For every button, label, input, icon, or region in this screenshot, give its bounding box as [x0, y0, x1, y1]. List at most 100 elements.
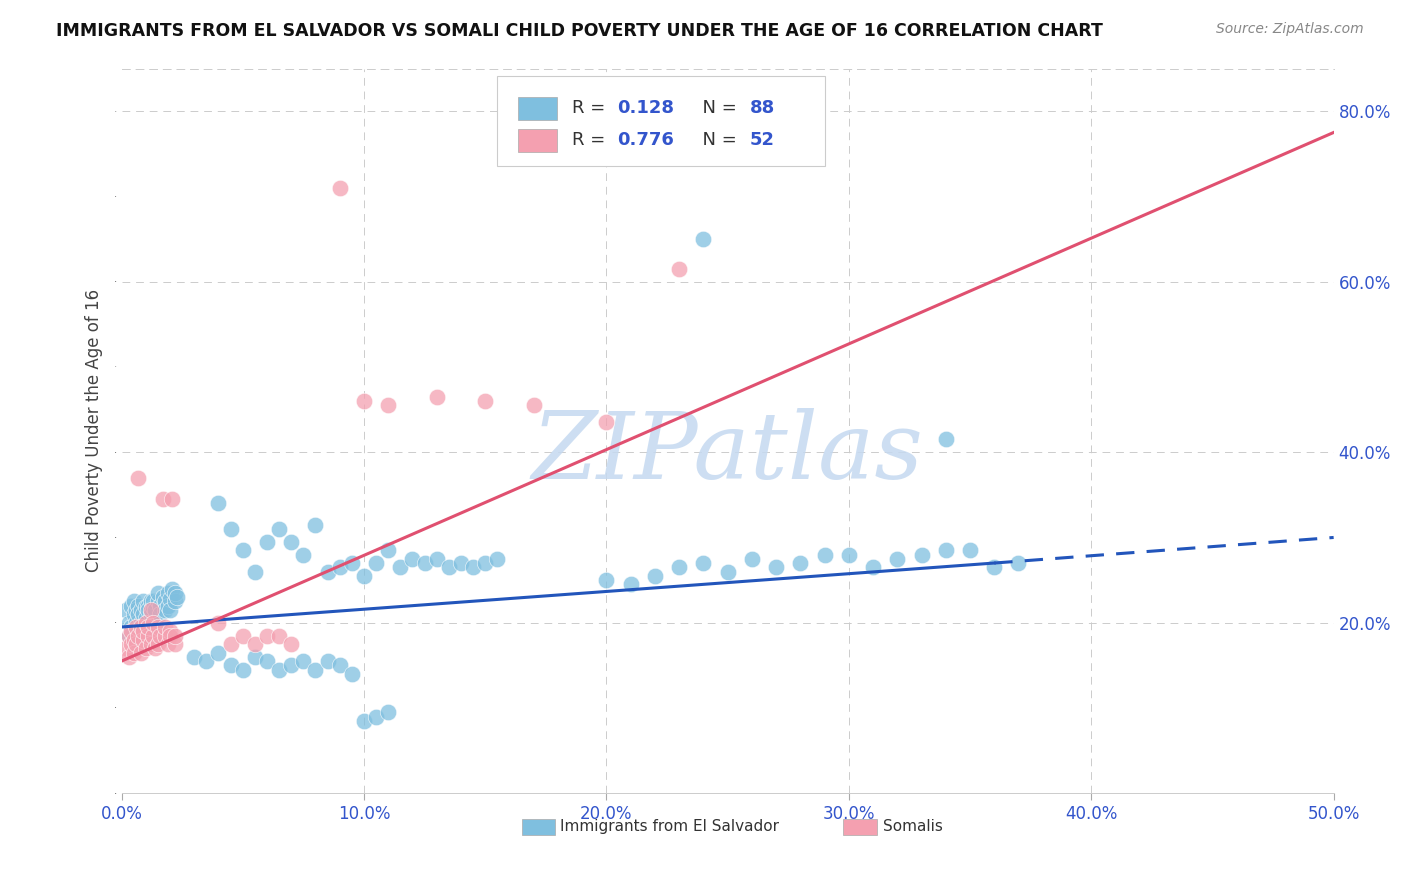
Point [159, 591, 181, 606]
Text: ZIPatlas: ZIPatlas [531, 408, 924, 498]
Point [149, 628, 172, 642]
Point [862, 560, 884, 574]
Point [142, 615, 165, 630]
Point [183, 649, 205, 664]
Point [136, 603, 159, 617]
Point [132, 607, 155, 622]
Point [668, 560, 690, 574]
Point [120, 599, 142, 613]
Point [595, 573, 617, 587]
Point [329, 560, 352, 574]
Text: R =: R = [572, 131, 612, 149]
Point [219, 658, 242, 673]
Bar [517, 128, 557, 152]
Point [156, 586, 179, 600]
Point [401, 551, 423, 566]
Point [135, 611, 157, 625]
Point [377, 398, 399, 412]
Point [163, 594, 186, 608]
Point [145, 603, 167, 617]
Point [329, 658, 352, 673]
Point [149, 599, 172, 613]
Point [152, 590, 174, 604]
Point [120, 620, 142, 634]
Point [120, 624, 142, 639]
Point [765, 560, 787, 574]
Point [1007, 556, 1029, 570]
Point [122, 607, 145, 622]
Point [389, 560, 412, 574]
Point [474, 394, 496, 409]
Point [118, 628, 141, 642]
Point [838, 548, 860, 562]
Point [136, 628, 159, 642]
Point [129, 620, 152, 634]
Point [153, 620, 176, 634]
Point [983, 560, 1005, 574]
Point [304, 663, 326, 677]
Point [159, 628, 181, 642]
Point [132, 594, 155, 608]
Point [340, 666, 363, 681]
Point [132, 624, 155, 639]
Point [692, 556, 714, 570]
Text: R =: R = [572, 99, 612, 118]
Point [232, 628, 254, 642]
Point [219, 637, 242, 651]
Point [364, 556, 387, 570]
Point [280, 658, 302, 673]
Point [935, 543, 957, 558]
Point [128, 471, 150, 485]
Point [910, 548, 932, 562]
Point [153, 628, 176, 642]
Bar [842, 819, 877, 835]
Point [486, 551, 509, 566]
Point [243, 649, 266, 664]
Point [280, 637, 302, 651]
Point [118, 615, 141, 630]
Point [207, 615, 229, 630]
Point [146, 637, 169, 651]
Point [120, 637, 142, 651]
Point [741, 551, 763, 566]
Point [153, 603, 176, 617]
Point [813, 548, 835, 562]
Point [256, 628, 278, 642]
Point [125, 615, 148, 630]
Point [316, 565, 339, 579]
Point [269, 628, 291, 642]
Point [243, 565, 266, 579]
Point [136, 599, 159, 613]
FancyBboxPatch shape [498, 76, 824, 167]
Point [122, 594, 145, 608]
Point [207, 496, 229, 510]
Point [364, 709, 387, 723]
Text: Immigrants from El Salvador: Immigrants from El Salvador [561, 819, 779, 834]
Point [340, 556, 363, 570]
Point [377, 705, 399, 719]
Point [377, 543, 399, 558]
Point [353, 714, 375, 728]
Point [125, 637, 148, 651]
Point [152, 492, 174, 507]
Point [413, 556, 436, 570]
Point [139, 637, 162, 651]
Point [292, 654, 315, 668]
Point [207, 646, 229, 660]
Text: IMMIGRANTS FROM EL SALVADOR VS SOMALI CHILD POVERTY UNDER THE AGE OF 16 CORRELAT: IMMIGRANTS FROM EL SALVADOR VS SOMALI CH… [56, 22, 1104, 40]
Point [136, 620, 159, 634]
Point [461, 560, 484, 574]
Point [620, 577, 643, 591]
Point [159, 624, 181, 639]
Point [437, 560, 460, 574]
Point [156, 637, 179, 651]
Point [163, 628, 186, 642]
Point [129, 646, 152, 660]
Point [166, 590, 188, 604]
Point [450, 556, 472, 570]
Point [128, 599, 150, 613]
Point [269, 663, 291, 677]
Point [122, 632, 145, 647]
Text: 52: 52 [749, 131, 775, 149]
Point [115, 603, 138, 617]
